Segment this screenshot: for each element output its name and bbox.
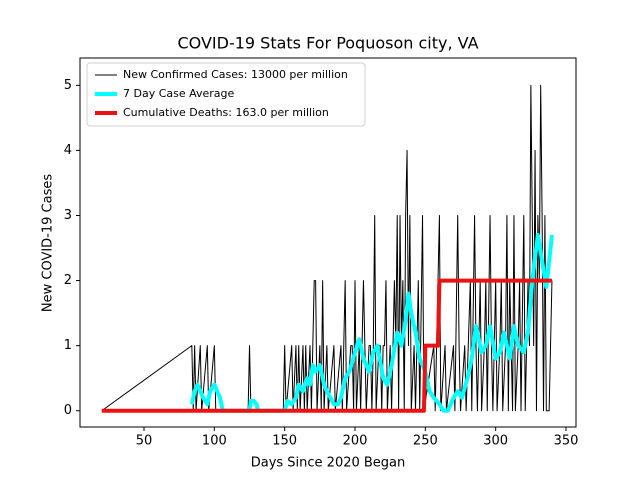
legend: New Confirmed Cases: 13000 per million 7 … <box>86 62 366 127</box>
x-tick-label: 100 <box>202 434 227 449</box>
y-tick-label: 3 <box>64 208 72 223</box>
y-tick-label: 2 <box>64 273 72 288</box>
chart-title: COVID-19 Stats For Poquoson city, VA <box>177 34 478 53</box>
x-tick-label: 200 <box>343 434 368 449</box>
plot-area <box>101 84 554 413</box>
x-tick-label: 50 <box>136 434 153 449</box>
y-tick-label: 1 <box>64 338 72 353</box>
y-tick-label: 5 <box>64 78 72 93</box>
x-tick-label: 150 <box>272 434 297 449</box>
series-line <box>101 278 552 413</box>
x-tick-label: 250 <box>413 434 438 449</box>
legend-frame <box>86 62 366 127</box>
x-tick-label: 300 <box>483 434 508 449</box>
y-tick-label: 0 <box>64 403 72 418</box>
x-axis-label: Days Since 2020 Began <box>251 456 406 471</box>
legend-label: New Confirmed Cases: 13000 per million <box>123 68 348 81</box>
y-tick-label: 4 <box>64 143 72 158</box>
y-axis-label: New COVID-19 Cases <box>41 174 56 312</box>
legend-label: 7 Day Case Average <box>123 87 235 100</box>
series-line <box>101 84 553 412</box>
legend-label: Cumulative Deaths: 163.0 per million <box>123 106 329 119</box>
axes-frame <box>79 57 577 428</box>
series-line <box>189 233 554 413</box>
x-tick-label: 350 <box>554 434 579 449</box>
